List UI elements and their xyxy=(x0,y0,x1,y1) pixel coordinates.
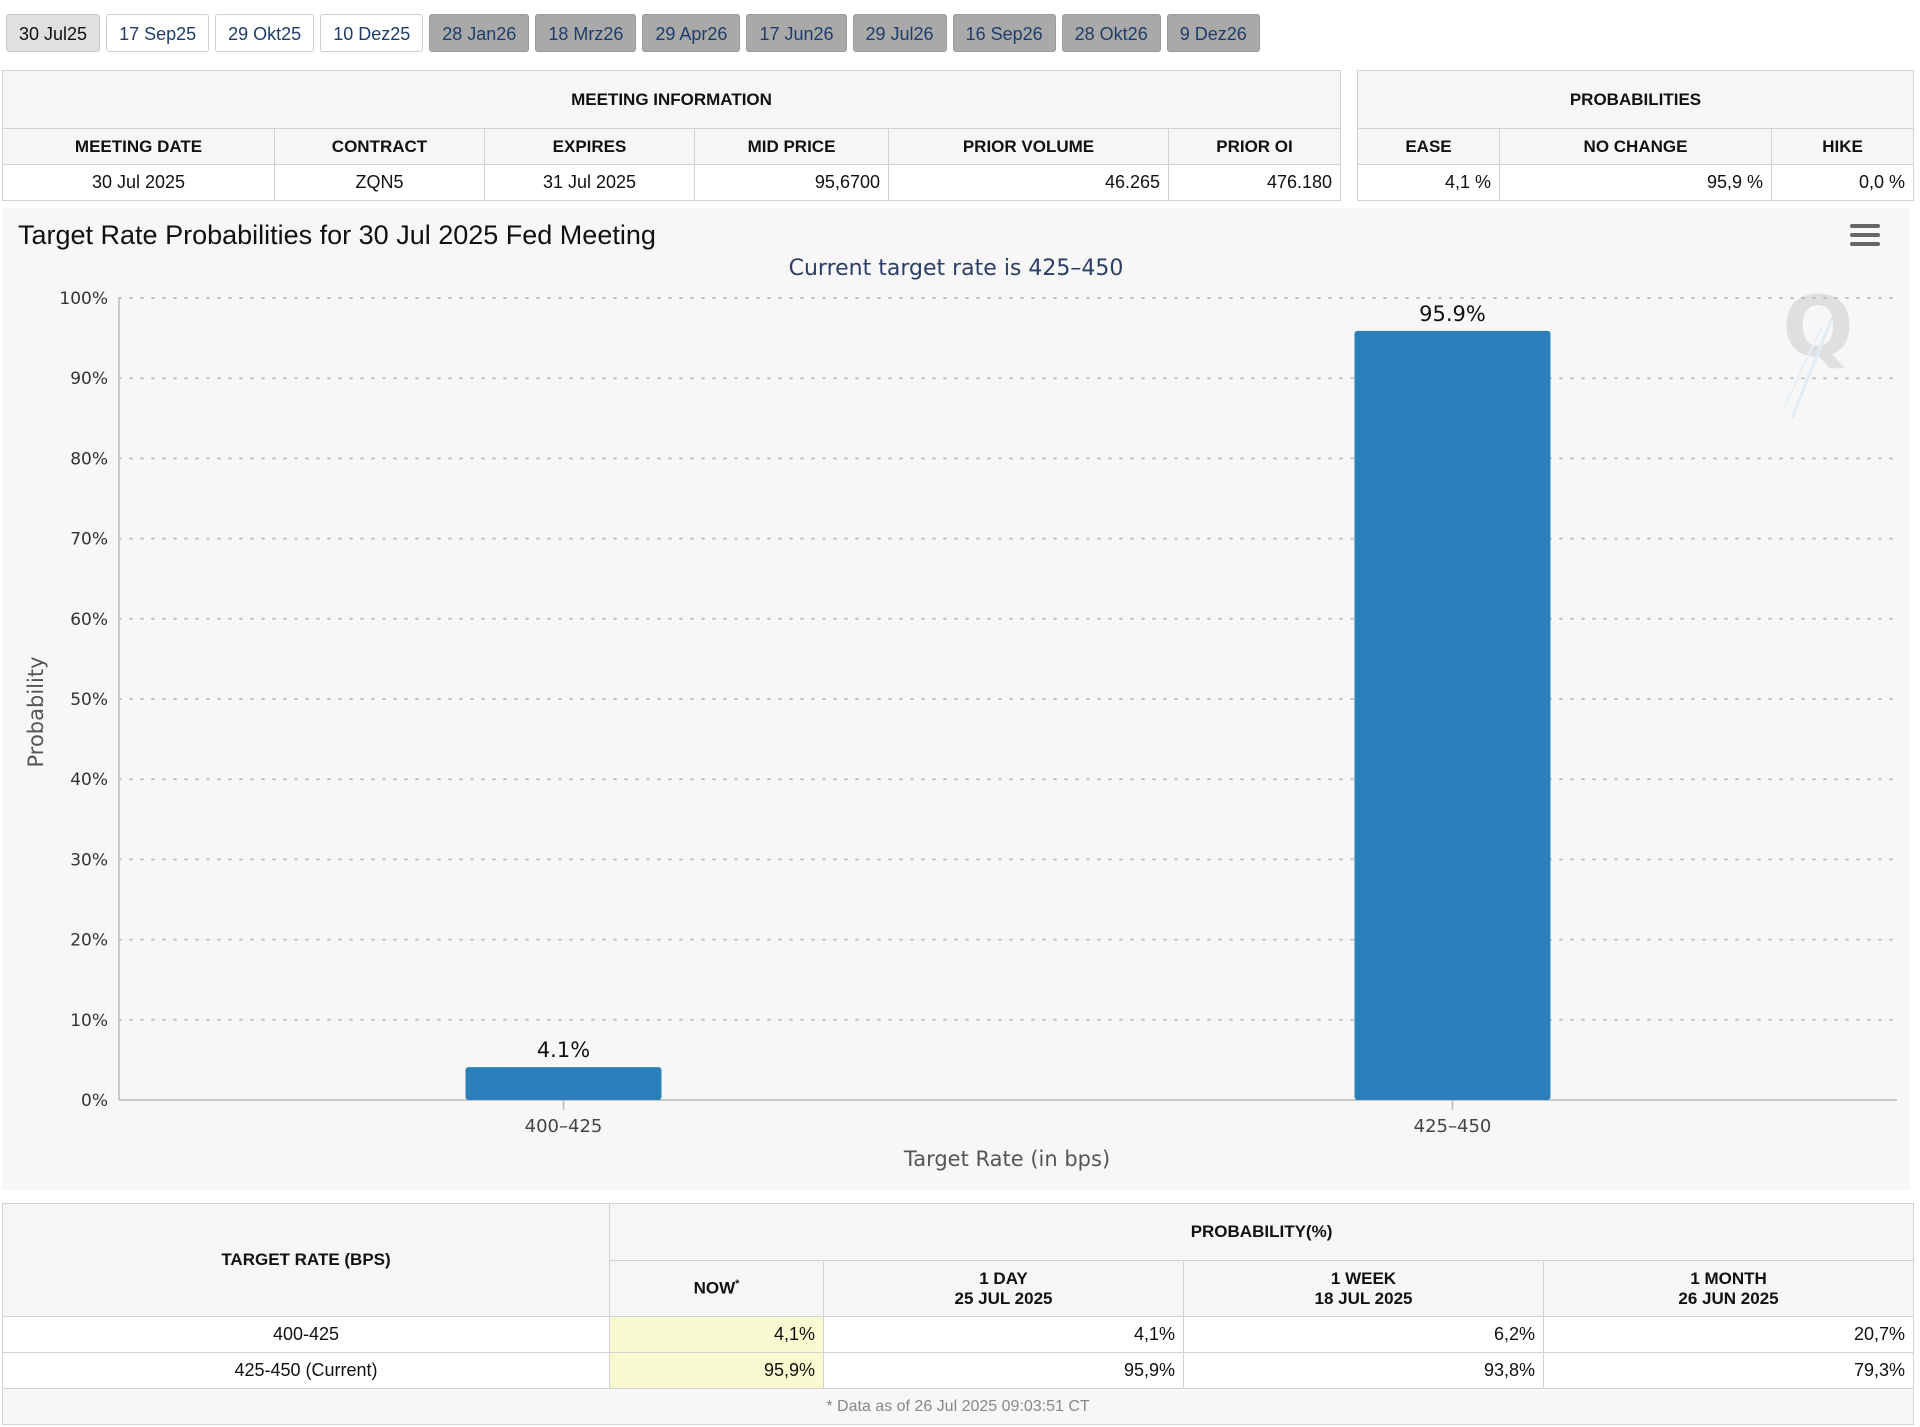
tab-9-dez26[interactable]: 9 Dez26 xyxy=(1166,14,1260,52)
col-1-day: 1 DAY 25 JUL 2025 xyxy=(823,1260,1184,1317)
tab-28-okt26[interactable]: 28 Okt26 xyxy=(1061,14,1161,52)
target-rate-chart: Target Rate Probabilities for 30 Jul 202… xyxy=(2,208,1910,1190)
col-expires: EXPIRES xyxy=(484,128,695,165)
y-axis-title: Probability xyxy=(24,656,48,768)
y-tick-label: 10% xyxy=(70,1011,108,1031)
day-cell: 95,9% xyxy=(823,1352,1184,1389)
col-now: NOW* xyxy=(609,1260,824,1317)
week-cell: 6,2% xyxy=(1183,1316,1544,1353)
y-tick-label: 20% xyxy=(70,931,108,951)
y-tick-label: 90% xyxy=(70,369,108,389)
y-tick-label: 0% xyxy=(81,1091,108,1111)
meeting-information-table: MEETING INFORMATION MEETING DATE CONTRAC… xyxy=(1,70,1342,201)
tab-28-jan26[interactable]: 28 Jan26 xyxy=(429,14,530,52)
now-label: NOW xyxy=(693,1278,736,1298)
day-cell: 4,1% xyxy=(823,1316,1184,1353)
y-tick-label: 100% xyxy=(59,289,108,309)
meeting-information-header: MEETING INFORMATION xyxy=(1,70,1342,129)
probabilities-header: PROBABILITIES xyxy=(1357,70,1914,129)
y-tick-label: 70% xyxy=(70,530,108,550)
day-date: 25 JUL 2025 xyxy=(954,1288,1053,1308)
no-change-value: 95,9 % xyxy=(1499,164,1772,201)
rate-cell: 400-425 xyxy=(2,1316,610,1353)
probability-history-table: TARGET RATE (BPS) PROBABILITY(%) NOW* 1 … xyxy=(1,1203,1915,1425)
y-tick-label: 30% xyxy=(70,850,108,870)
hamburger-menu-icon[interactable] xyxy=(1850,224,1880,250)
now-marker: * xyxy=(735,1278,740,1291)
chart-title: Target Rate Probabilities for 30 Jul 202… xyxy=(18,220,656,250)
now-cell: 4,1% xyxy=(609,1316,824,1353)
mid-price-value: 95,6700 xyxy=(694,164,889,201)
x-tick-label: 400–425 xyxy=(525,1116,603,1137)
col-prior-volume: PRIOR VOLUME xyxy=(888,128,1169,165)
day-label: 1 DAY xyxy=(979,1268,1028,1288)
col-ease: EASE xyxy=(1357,128,1500,165)
week-cell: 93,8% xyxy=(1183,1352,1544,1389)
ease-value: 4,1 % xyxy=(1357,164,1500,201)
bar[interactable] xyxy=(465,1067,662,1100)
col-prior-oi: PRIOR OI xyxy=(1167,128,1342,165)
table-row: 30 Jul 2025 ZQN5 31 Jul 2025 95,6700 46.… xyxy=(2,164,1342,201)
table-row: 425-450 (Current) 95,9% 95,9% 93,8% 79,3… xyxy=(2,1352,1915,1389)
month-cell: 79,3% xyxy=(1542,1352,1915,1389)
data-timestamp-footnote: * Data as of 26 Jul 2025 09:03:51 CT xyxy=(1,1388,1915,1425)
col-contract: CONTRACT xyxy=(274,128,485,165)
x-tick-label: 425–450 xyxy=(1414,1116,1492,1137)
hike-value: 0,0 % xyxy=(1771,164,1914,201)
tab-17-jun26[interactable]: 17 Jun26 xyxy=(746,14,847,52)
col-no-change: NO CHANGE xyxy=(1499,128,1772,165)
col-target-rate: TARGET RATE (BPS) xyxy=(2,1203,610,1317)
tab-10-dez25[interactable]: 10 Dez25 xyxy=(320,14,424,52)
meeting-date-tabs: 30 Jul25 17 Sep25 29 Okt25 10 Dez25 28 J… xyxy=(6,14,1260,52)
tab-16-sep26[interactable]: 16 Sep26 xyxy=(952,14,1056,52)
week-date: 18 JUL 2025 xyxy=(1314,1288,1413,1308)
tab-17-sep25[interactable]: 17 Sep25 xyxy=(106,14,210,52)
prior-oi-value: 476.180 xyxy=(1167,164,1342,201)
col-1-month: 1 MONTH 26 JUN 2025 xyxy=(1542,1260,1915,1317)
month-cell: 20,7% xyxy=(1542,1316,1915,1353)
col-1-week: 1 WEEK 18 JUL 2025 xyxy=(1183,1260,1544,1317)
tab-30-jul25[interactable]: 30 Jul25 xyxy=(6,14,101,52)
bar[interactable] xyxy=(1354,330,1551,1101)
y-tick-label: 80% xyxy=(70,449,108,469)
col-hike: HIKE xyxy=(1771,128,1914,165)
x-axis-title: Target Rate (in bps) xyxy=(903,1147,1111,1171)
probabilities-table: PROBABILITIES EASE NO CHANGE HIKE 4,1 % … xyxy=(1357,70,1914,201)
tab-29-apr26[interactable]: 29 Apr26 xyxy=(642,14,741,52)
chart-plot: 0% 10% 20% 30% 40% 50% 60% 70% 80% 90% 100% 4.1% 400… xyxy=(59,278,1898,1137)
rate-cell: 425-450 (Current) xyxy=(2,1352,610,1389)
col-mid-price: MID PRICE xyxy=(694,128,889,165)
month-label: 1 MONTH xyxy=(1690,1268,1767,1288)
tab-18-mrz26[interactable]: 18 Mrz26 xyxy=(535,14,637,52)
now-cell: 95,9% xyxy=(609,1352,824,1389)
y-tick-label: 60% xyxy=(70,610,108,630)
chart-subtitle: Current target rate is 425–450 xyxy=(788,256,1124,281)
month-date: 26 JUN 2025 xyxy=(1678,1288,1779,1308)
bar-data-label: 4.1% xyxy=(537,1038,590,1062)
y-tick-label: 40% xyxy=(70,770,108,790)
tab-29-okt25[interactable]: 29 Okt25 xyxy=(215,14,315,52)
expires-value: 31 Jul 2025 xyxy=(484,164,695,201)
col-meeting-date: MEETING DATE xyxy=(2,128,275,165)
bar-data-label: 95.9% xyxy=(1419,302,1486,326)
contract-value: ZQN5 xyxy=(274,164,485,201)
table-row: 4,1 % 95,9 % 0,0 % xyxy=(1357,164,1914,201)
svg-text:Q: Q xyxy=(1782,278,1853,376)
prior-volume-value: 46.265 xyxy=(888,164,1169,201)
tab-29-jul26[interactable]: 29 Jul26 xyxy=(852,14,947,52)
meeting-date-value: 30 Jul 2025 xyxy=(2,164,275,201)
q-logo-watermark: Q xyxy=(1782,278,1854,419)
week-label: 1 WEEK xyxy=(1330,1268,1397,1288)
y-tick-label: 50% xyxy=(70,690,108,710)
probability-group-header: PROBABILITY(%) xyxy=(608,1203,1915,1261)
table-row: 400-425 4,1% 4,1% 6,2% 20,7% xyxy=(2,1316,1915,1353)
